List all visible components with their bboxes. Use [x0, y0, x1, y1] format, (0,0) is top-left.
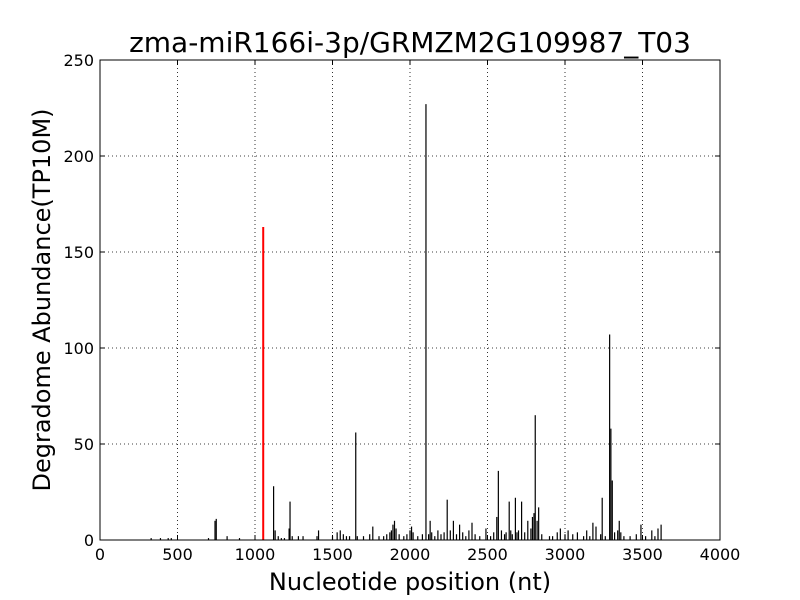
y-tick-label: 0 [84, 531, 94, 550]
axis-ticks: 0 500 1000 1500 2000 2500 3000 3500 4000 0 50 100 15… [63, 51, 740, 564]
y-tick-label: 200 [63, 147, 94, 166]
y-tick-label: 100 [63, 339, 94, 358]
x-tick-label: 1500 [312, 545, 353, 564]
x-tick-label: 2000 [390, 545, 431, 564]
y-axis-label: Degradome Abundance(TP10M) [28, 108, 56, 491]
x-tick-label: 4000 [700, 545, 741, 564]
x-tick-label: 1000 [235, 545, 276, 564]
y-tick-label: 250 [63, 51, 94, 70]
grid [100, 60, 720, 540]
x-tick-label: 3500 [622, 545, 663, 564]
y-tick-label: 150 [63, 243, 94, 262]
x-axis-label: Nucleotide position (nt) [269, 568, 551, 596]
x-tick-label: 500 [162, 545, 193, 564]
y-tick-label: 50 [74, 435, 94, 454]
data-bars [150, 104, 662, 540]
chart-title: zma-miR166i-3p/GRMZM2G109987_T03 [129, 26, 691, 59]
x-tick-label: 3000 [545, 545, 586, 564]
x-tick-label: 0 [95, 545, 105, 564]
x-tick-label: 2500 [467, 545, 508, 564]
